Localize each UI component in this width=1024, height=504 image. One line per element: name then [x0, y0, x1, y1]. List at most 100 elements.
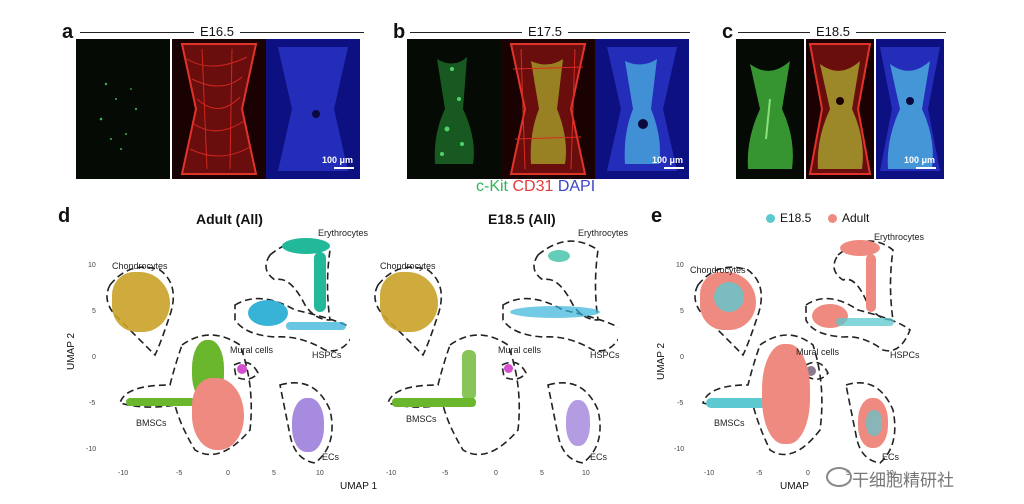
xtick-d2-2: 0 — [494, 470, 498, 477]
xtick-d2-1: -5 — [442, 470, 449, 477]
panel-label-c: c — [722, 21, 734, 43]
cluster-hspcs-combined-tail — [836, 318, 894, 326]
stage-label-a: E16.5 — [194, 25, 240, 39]
ytick-d-4: -10 — [86, 446, 97, 453]
micrograph-b-cd31 — [501, 39, 595, 179]
ytick-d-0: 10 — [88, 262, 96, 269]
cluster-mural-combined — [806, 366, 816, 376]
micrograph-c-dapi — [876, 39, 944, 179]
legend-ckit: c-Kit — [476, 178, 508, 195]
micrograph-c-ckit — [736, 39, 830, 179]
micrograph-a-dapi — [266, 39, 360, 179]
cluster-chondrocytes-e185 — [380, 272, 438, 332]
stage-label-b: E17.5 — [522, 25, 568, 39]
cluster-chondrocytes-adult — [112, 272, 170, 332]
cluster-ecs-combined-e185 — [866, 410, 882, 436]
xtick-d2-4: 10 — [582, 470, 590, 477]
xtick-d1-4: 10 — [316, 470, 324, 477]
xtick-d1-3: 5 — [272, 470, 276, 477]
xlabel-e: UMAP — [780, 481, 809, 492]
micrograph-a-ckit — [76, 39, 170, 179]
label-bmscs-adult: BMSCs — [136, 418, 167, 428]
legend-cd31: CD31 — [512, 178, 554, 195]
label-chondrocytes-adult: Chondrocytes — [112, 261, 168, 271]
micrograph-a-cd31 — [172, 39, 266, 179]
ytick-e-0: 10 — [676, 262, 684, 269]
legend-dot-adult — [828, 214, 837, 223]
label-hspcs-e185: HSPCs — [590, 350, 620, 360]
xtick-e-4: 10 — [886, 470, 894, 477]
scale-label-c: 100 μm — [904, 155, 936, 165]
cluster-adult-pink — [192, 378, 244, 450]
label-mural-adult: Mural cells — [230, 345, 274, 355]
xtick-d2-0: -10 — [386, 470, 397, 477]
legend-dapi: DAPI — [557, 178, 596, 195]
xlabel-d: UMAP 1 — [340, 481, 378, 492]
label-chondrocytes-combined: Chondrocytes — [690, 265, 746, 275]
scale-label-a: 100 μm — [322, 155, 354, 165]
cluster-erythrocytes-adult-top — [282, 238, 330, 254]
cluster-erythrocytes-combined-tail — [866, 254, 876, 312]
label-hspcs-adult: HSPCs — [312, 350, 342, 360]
label-erythrocytes-combined: Erythrocytes — [874, 232, 925, 242]
label-chondrocytes-e185: Chondrocytes — [380, 261, 436, 271]
weibo-icon — [826, 467, 852, 487]
cluster-hspcs-e185 — [510, 306, 600, 318]
scale-bar-c — [916, 167, 936, 169]
xtick-d1-2: 0 — [226, 470, 230, 477]
label-hspcs-combined: HSPCs — [890, 350, 920, 360]
cluster-ecs-adult — [292, 398, 324, 452]
umap-title-adult: Adult (All) — [196, 211, 263, 227]
panel-label-b: b — [393, 21, 406, 43]
label-erythrocytes-e185: Erythrocytes — [578, 228, 629, 238]
cluster-bmscs-adult-tail — [126, 398, 196, 406]
label-ecs-adult: ECs — [322, 452, 340, 462]
xtick-e-1: -5 — [756, 470, 763, 477]
cluster-hspcs-adult-tail — [286, 322, 346, 330]
panel-label-a: a — [62, 21, 74, 43]
micrograph-b-dapi — [595, 39, 689, 179]
legend-label-adult: Adult — [842, 211, 870, 225]
xtick-d2-3: 5 — [540, 470, 544, 477]
scale-label-b: 100 μm — [652, 155, 684, 165]
ytick-e-2: 0 — [680, 354, 684, 361]
cluster-bmscs-e185-arm — [462, 350, 476, 400]
xtick-e-2: 0 — [806, 470, 810, 477]
cluster-hspcs-adult — [248, 300, 288, 326]
legend-label-e185: E18.5 — [780, 211, 812, 225]
xtick-d1-0: -10 — [118, 470, 129, 477]
umap-combined — [694, 240, 911, 464]
ytick-e-3: -5 — [677, 400, 684, 407]
legend-dot-e185 — [766, 214, 775, 223]
label-bmscs-combined: BMSCs — [714, 418, 745, 428]
micrograph-b-ckit — [407, 39, 501, 179]
cluster-erythrocytes-combined — [840, 240, 880, 256]
stain-legend: c-Kit CD31 DAPI — [476, 178, 595, 196]
label-bmscs-e185: BMSCs — [406, 414, 437, 424]
ytick-e-1: 5 — [680, 308, 684, 315]
xtick-e-0: -10 — [704, 470, 715, 477]
ytick-e-4: -10 — [674, 446, 685, 453]
stage-label-c: E18.5 — [810, 25, 856, 39]
ytick-d-1: 5 — [92, 308, 96, 315]
watermark: 干细胞精研社 — [852, 471, 954, 490]
micrograph-c-cd31 — [806, 39, 874, 179]
scale-bar-b — [664, 167, 684, 169]
label-erythrocytes-adult: Erythrocytes — [318, 228, 369, 238]
cluster-bmscs-combined — [706, 398, 766, 408]
ytick-d-3: -5 — [89, 400, 96, 407]
ylabel-e: UMAP 2 — [656, 342, 667, 380]
label-mural-e185: Mural cells — [498, 345, 542, 355]
label-mural-combined: Mural cells — [796, 347, 840, 357]
cluster-mural-adult — [237, 364, 247, 374]
cluster-erythrocytes-adult-tail — [314, 252, 326, 312]
panel-label-d: d — [58, 205, 71, 227]
cluster-bmscs-combined-main — [762, 344, 810, 444]
label-ecs-e185: ECs — [590, 452, 608, 462]
ytick-d-2: 0 — [92, 354, 96, 361]
cluster-chondrocytes-combined-e185 — [714, 282, 744, 312]
cluster-ecs-e185 — [566, 400, 590, 446]
scale-bar-a — [334, 167, 354, 169]
umap-title-e185: E18.5 (All) — [488, 211, 556, 227]
cluster-erythrocytes-e185 — [548, 250, 570, 262]
